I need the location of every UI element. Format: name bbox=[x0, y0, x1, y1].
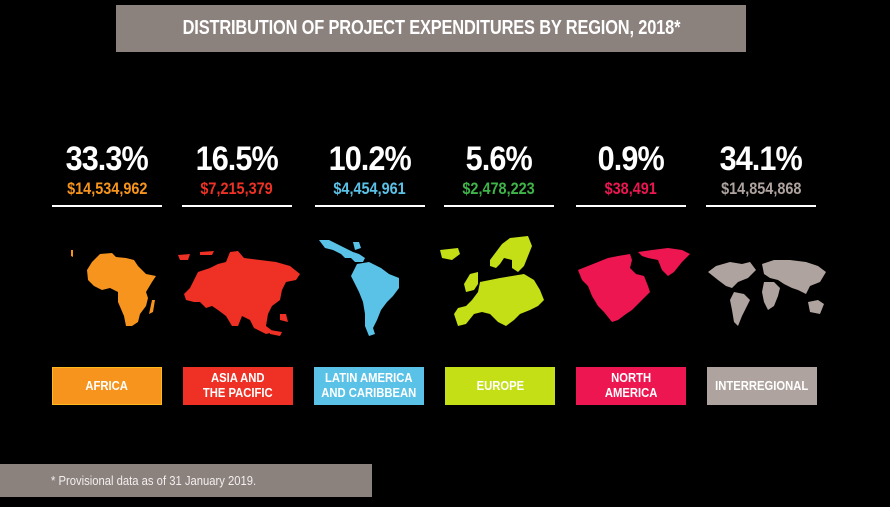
region-column-africa: 33.3% $14,534,962 bbox=[52, 140, 162, 207]
percent-value: 34.1% bbox=[719, 140, 803, 178]
legend-label-asia-pacific: ASIA AND THE PACIFIC bbox=[183, 367, 293, 405]
latin-america-map-icon bbox=[319, 240, 399, 336]
percent-value: 0.9% bbox=[597, 140, 665, 178]
legend-label-north-america: NORTH AMERICA bbox=[576, 367, 686, 405]
europe-map-icon bbox=[440, 236, 544, 326]
percent-value: 10.2% bbox=[328, 140, 412, 178]
footnote-text: * Provisional data as of 31 January 2019… bbox=[51, 473, 257, 488]
north-america-map-icon bbox=[578, 248, 690, 322]
percent-value: 33.3% bbox=[65, 140, 149, 178]
divider bbox=[706, 205, 816, 207]
region-column-europe: 5.6% $2,478,223 bbox=[444, 140, 554, 207]
region-column-latin-america: 10.2% $4,454,961 bbox=[315, 140, 425, 207]
africa-map-icon bbox=[71, 250, 156, 326]
region-column-interregional: 34.1% $14,854,868 bbox=[706, 140, 816, 207]
amount-value: $4,454,961 bbox=[333, 179, 407, 198]
divider bbox=[315, 205, 425, 207]
percent-value: 16.5% bbox=[195, 140, 279, 178]
region-column-north-america: 0.9% $38,491 bbox=[576, 140, 686, 207]
legend-label-europe: EUROPE bbox=[445, 367, 555, 405]
amount-value: $7,215,379 bbox=[200, 179, 274, 198]
amount-value: $38,491 bbox=[604, 179, 658, 198]
asia-pacific-map-icon bbox=[178, 251, 300, 336]
amount-value: $2,478,223 bbox=[462, 179, 536, 198]
footnote: * Provisional data as of 31 January 2019… bbox=[0, 464, 372, 497]
chart-title: DISTRIBUTION OF PROJECT EXPENDITURES BY … bbox=[116, 5, 746, 52]
divider bbox=[52, 205, 162, 207]
amount-value: $14,854,868 bbox=[720, 179, 802, 198]
divider bbox=[182, 205, 292, 207]
percent-value: 5.6% bbox=[465, 140, 533, 178]
divider bbox=[444, 205, 554, 207]
amount-value: $14,534,962 bbox=[66, 179, 148, 198]
legend-label-interregional: INTERREGIONAL bbox=[707, 367, 817, 405]
world-map-icon bbox=[708, 260, 826, 326]
region-column-asia-pacific: 16.5% $7,215,379 bbox=[182, 140, 292, 207]
legend-label-africa: AFRICA bbox=[52, 367, 162, 405]
chart-title-text: DISTRIBUTION OF PROJECT EXPENDITURES BY … bbox=[182, 17, 680, 39]
legend-label-latin-america: LATIN AMERICA AND CARIBBEAN bbox=[314, 367, 424, 405]
divider bbox=[576, 205, 686, 207]
